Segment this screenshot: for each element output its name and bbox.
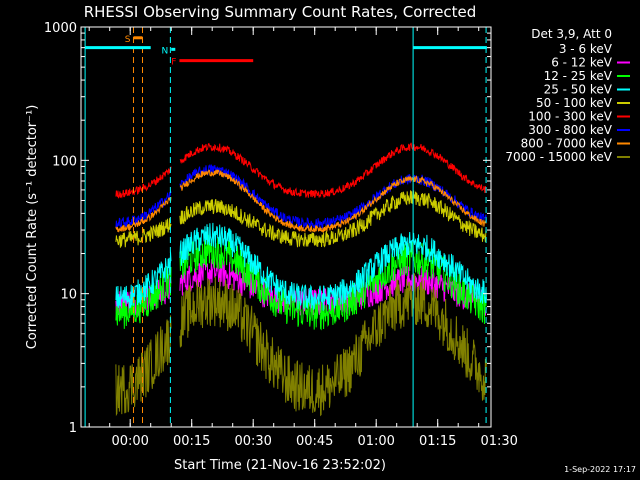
flag-label-2: N [161,46,168,56]
series-line-8 [115,272,487,417]
legend-label-6: 300 - 800 keV [528,123,612,137]
series-line-3 [115,222,487,311]
y-tick-label-0: 1 [69,421,77,436]
flag-label-3: F [171,58,176,68]
flag-label-1: S [125,35,131,45]
x-tick-label-4: 01:00 [357,434,394,449]
legend-label-8: 7000 - 15000 keV [505,150,612,164]
y-tick-label-1: 10 [60,288,77,303]
legend-label-2: 12 - 25 keV [544,69,613,83]
legend-label-0: 3 - 6 keV [559,42,613,56]
series-line-4 [115,190,487,248]
plot-frame [80,26,492,428]
chart-title: RHESSI Observing Summary Count Rates, Co… [84,3,477,21]
x-tick-label-3: 00:45 [296,434,333,449]
x-tick-label-5: 01:15 [419,434,456,449]
series-line-6 [115,164,487,230]
legend-header: Det 3,9, Att 0 [531,27,612,41]
footer-date: 1-Sep-2022 17:17 [564,465,636,474]
x-tick-label-6: 01:30 [480,434,517,449]
legend-label-5: 100 - 300 keV [528,110,612,124]
series-line-5 [115,142,487,199]
y-tick-label-3: 1000 [44,21,77,36]
x-tick-label-2: 00:30 [234,434,271,449]
legend-label-1: 6 - 12 keV [551,56,613,70]
legend-label-7: 800 - 7000 keV [521,137,613,151]
series-line-7 [115,169,487,234]
y-tick-label-2: 100 [52,154,77,169]
x-tick-label-0: 00:00 [111,434,148,449]
x-tick-label-1: 00:15 [173,434,210,449]
x-axis-label: Start Time (21-Nov-16 23:52:02) [174,458,386,473]
y-axis-label: Corrected Count Rate (s⁻¹ detector⁻¹) [25,105,40,350]
legend-label-3: 25 - 50 keV [544,83,613,97]
plot-area: S NF 1 10 100 1000 00:00 00:15 00:30 00:45 01:00 01… [44,21,518,449]
legend-label-4: 50 - 100 keV [536,96,613,110]
